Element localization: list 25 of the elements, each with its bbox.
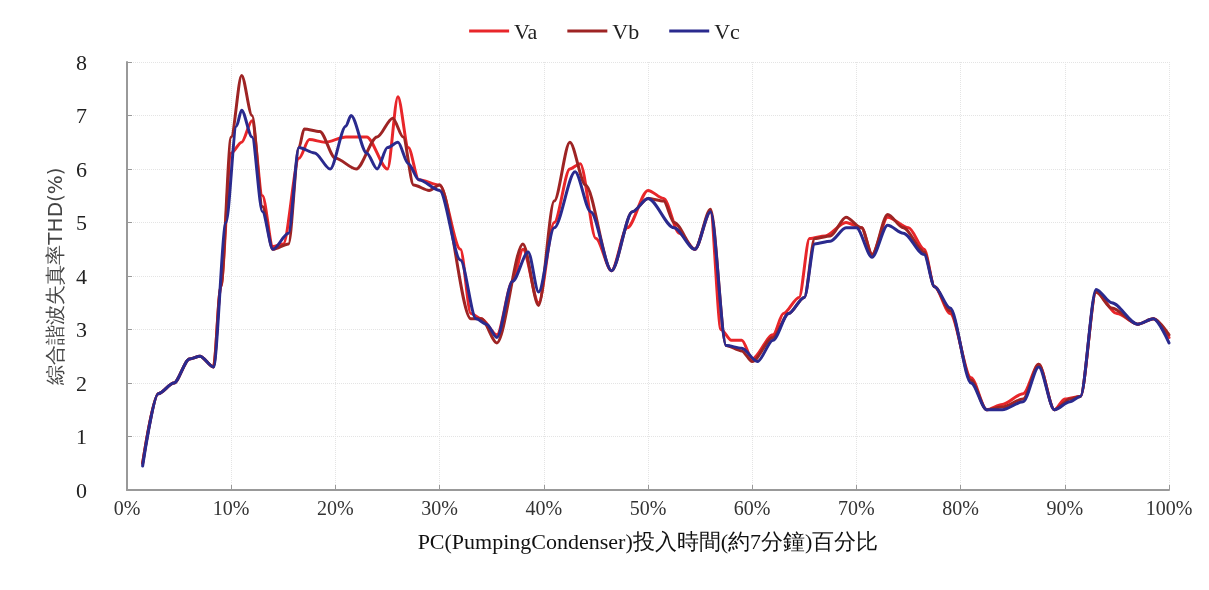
x-tick-label: 90% <box>1046 497 1084 519</box>
x-tick-label: 10% <box>212 497 250 519</box>
y-tick-label: 4 <box>76 263 87 289</box>
legend-label: Va <box>514 18 538 44</box>
y-tick-label: 8 <box>76 49 87 75</box>
x-tick-label: 0% <box>113 497 141 519</box>
y-tick-label: 3 <box>76 317 87 342</box>
x-tick-label: 30% <box>421 497 458 519</box>
legend-label: Vb <box>612 18 640 44</box>
x-tick-label: 50% <box>629 497 667 519</box>
y-axis-title: 綜合諧波失真率THD(%) <box>43 167 68 386</box>
y-tick-label: 2 <box>76 370 87 396</box>
x-axis-title: PC(PumpingCondenser)投入時間(約7分鐘)百分比 <box>417 528 879 554</box>
x-tick-label: 40% <box>525 497 563 519</box>
y-tick-label: 0 <box>76 477 87 503</box>
y-tick-label: 5 <box>76 210 87 235</box>
x-tick-label: 60% <box>733 497 771 519</box>
y-tick-label: 1 <box>76 424 87 449</box>
y-tick-label: 7 <box>76 103 87 128</box>
x-tick-label: 80% <box>942 497 979 519</box>
x-tick-label: 70% <box>838 497 875 519</box>
legend-label: Vc <box>714 18 741 44</box>
x-tick-label: 20% <box>317 497 354 519</box>
y-tick-label: 6 <box>76 156 87 182</box>
x-tick-label: 100% <box>1145 497 1193 519</box>
